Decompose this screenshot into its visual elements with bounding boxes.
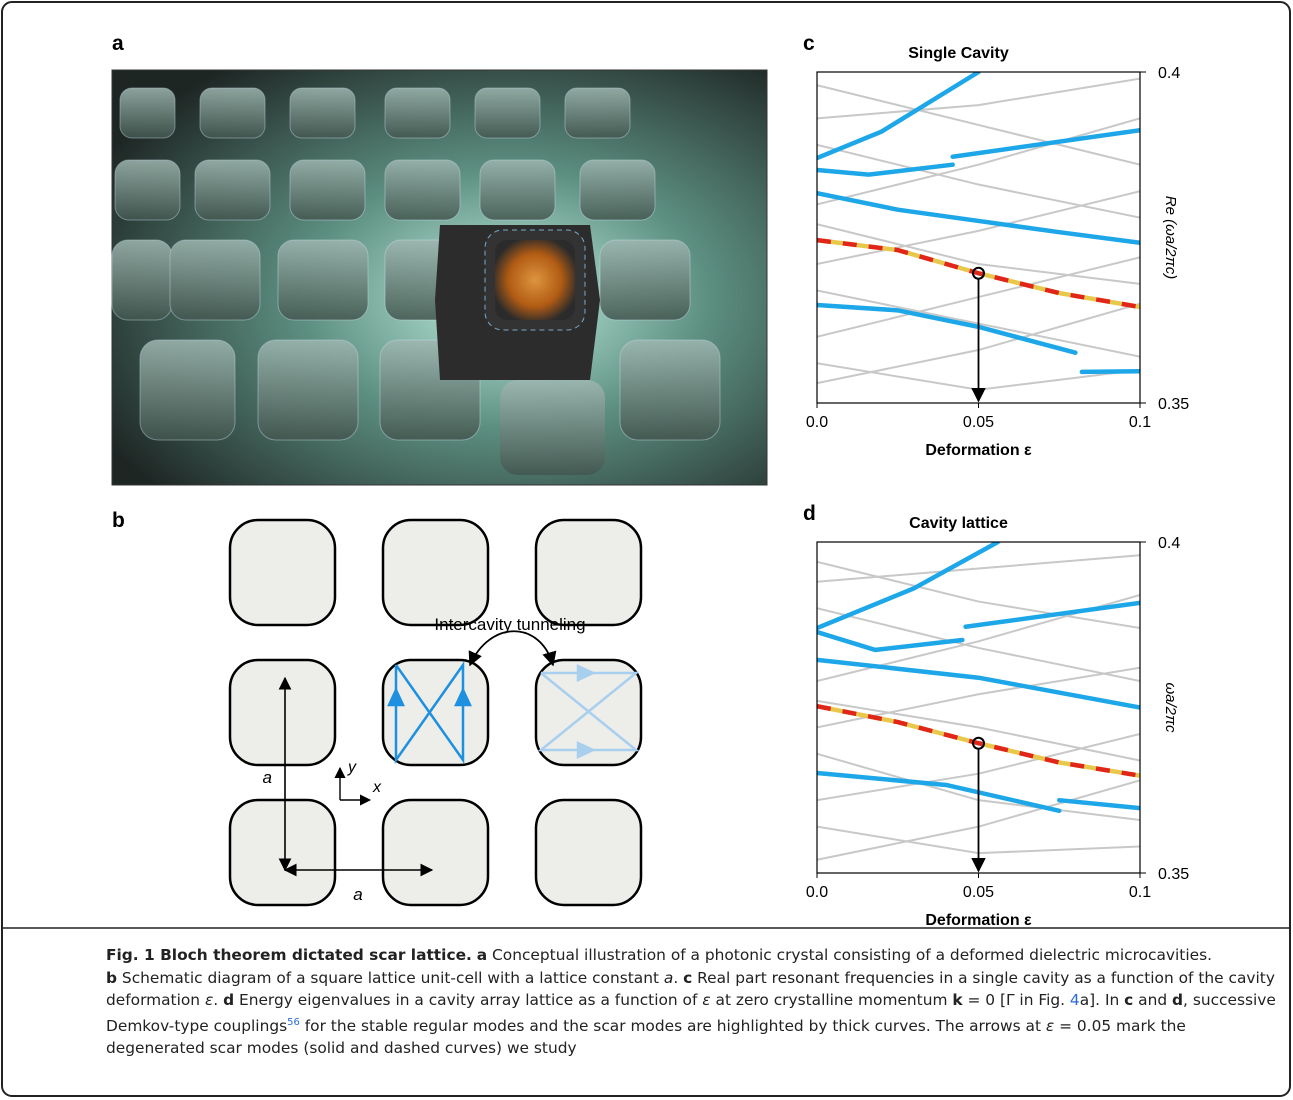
y-tick-label: 0.35 (1158, 866, 1189, 883)
x-axis-label: Deformation ε (925, 912, 1032, 929)
illustration (112, 70, 767, 485)
caption-text: a]. In (1080, 991, 1124, 1009)
y-tick-label: 0.4 (1158, 535, 1180, 552)
caption-text: a (664, 969, 673, 987)
caption: Fig. 1 Bloch theorem dictated scar latti… (106, 944, 1276, 1060)
caption-text: k (952, 991, 962, 1009)
caption-text: Fig. 1 Bloch theorem dictated scar latti… (106, 946, 472, 964)
highlight-curve (817, 632, 962, 650)
x-tick-label: 0.1 (1129, 884, 1151, 901)
figure-page: a b Intercavity tunneling a a y x c Singl… (0, 0, 1293, 1100)
caption-text: d (223, 991, 234, 1009)
axis-label: y (347, 759, 357, 776)
caption-text: ε (702, 991, 710, 1009)
mode-curve (817, 555, 1140, 581)
caption-text: Conceptual illustration of a photonic cr… (487, 946, 1212, 964)
highlight-curve (953, 130, 1140, 156)
x-tick-label: 0.0 (806, 414, 828, 431)
x-axis-label: Deformation ε (925, 442, 1032, 459)
mode-curve (817, 562, 1140, 628)
caption-text: Energy eigenvalues in a cavity array lat… (234, 991, 702, 1009)
chart-title: Single Cavity (908, 45, 1009, 62)
lattice-label: a (353, 885, 362, 904)
x-tick-label: 0.05 (963, 414, 994, 431)
x-tick-label: 0.0 (806, 884, 828, 901)
caption-text: . (673, 969, 683, 987)
y-tick-label: 0.35 (1158, 396, 1189, 413)
caption-text: for the stable regular modes and the sca… (300, 1017, 1046, 1035)
caption-text: c (1124, 991, 1133, 1009)
caption-text: 4 (1070, 991, 1080, 1009)
tunneling-arrow (470, 631, 553, 665)
caption-text: at zero crystalline momentum (711, 991, 953, 1009)
highlight-curve (1059, 800, 1140, 808)
chart-title: Cavity lattice (909, 515, 1008, 532)
panel-label: c (803, 32, 815, 55)
caption-text: c (683, 969, 692, 987)
caption-text: = 0 [Γ in Fig. (963, 991, 1070, 1009)
panel-label: b (112, 509, 125, 532)
mode-curve (817, 118, 1140, 204)
mode-curve (817, 79, 1140, 119)
highlight-curve (817, 72, 979, 158)
y-axis-label: ωa/2πc (1162, 682, 1179, 733)
lattice-label: a (263, 768, 272, 787)
figure: a b Intercavity tunneling a a y x c Singl… (0, 0, 1293, 1100)
caption-text: ε (1046, 1017, 1054, 1035)
panel-label: a (112, 32, 124, 55)
y-axis-label: Re (ωa/2πc) (1162, 196, 1179, 279)
panel-label: d (803, 502, 816, 525)
highlight-curve (817, 660, 1140, 708)
caption-text: Schematic diagram of a square lattice un… (117, 969, 664, 987)
x-tick-label: 0.1 (1129, 414, 1151, 431)
y-tick-label: 0.4 (1158, 65, 1180, 82)
axis-label: x (372, 779, 382, 796)
caption-text: and (1133, 991, 1172, 1009)
caption-text: a (477, 946, 487, 964)
caption-text: . (213, 991, 223, 1009)
mode-curve (817, 145, 1140, 218)
caption-text: d (1172, 991, 1183, 1009)
caption-text: 56 (287, 1017, 300, 1028)
x-tick-label: 0.05 (963, 884, 994, 901)
caption-text: b (106, 969, 117, 987)
annotation: Intercavity tunneling (434, 615, 585, 634)
lattice-cells (230, 520, 641, 905)
highlight-curve (1082, 371, 1140, 372)
highlight-curve (817, 305, 1075, 353)
